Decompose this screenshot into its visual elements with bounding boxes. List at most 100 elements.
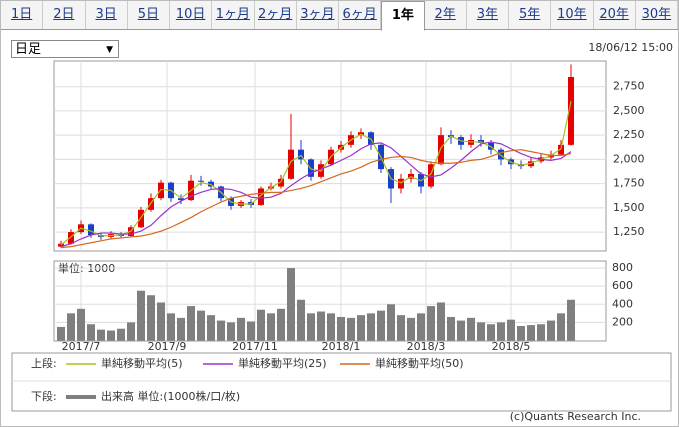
x-tick-label: 2017/7 [62,340,101,353]
candle-body [68,232,74,244]
period-tab[interactable]: 1ヶ月 [212,1,255,29]
period-tab[interactable]: 3日 [86,1,128,29]
volume-bar [557,313,565,341]
timestamp: 18/06/12 15:00 [588,41,673,54]
volume-bar [317,311,325,341]
volume-bar [97,329,105,341]
candle-body [558,144,564,155]
volume-bar [407,317,415,341]
volume-bar [477,322,485,341]
volume-bar [107,330,115,341]
y-tick-label: 2,250 [613,128,645,141]
candle-body [198,180,204,182]
volume-bar [157,302,165,341]
volume-bar [287,268,295,341]
x-tick-label: 2018/3 [407,340,446,353]
volume-bar [537,324,545,341]
period-tab[interactable]: 1日 [1,1,44,29]
volume-bar [527,325,535,341]
volume-panel [53,260,607,342]
volume-bar [387,304,395,341]
volume-bar [197,310,205,341]
volume-bar [217,320,225,341]
volume-bar [337,316,345,341]
period-tab[interactable]: 5年 [509,1,552,29]
period-tab[interactable]: 3年 [467,1,509,29]
volume-bar [567,299,575,341]
volume-bar [147,295,155,341]
volume-bar [427,306,435,341]
candle-body [258,188,264,205]
volume-bar [447,316,455,341]
volume-bar [67,313,75,341]
volume-bar [417,313,425,341]
volume-bar [347,317,355,341]
volume-bar [77,308,85,341]
y-tick-label: 1,250 [613,225,645,238]
candle-body [58,243,64,247]
period-tab[interactable]: 30年 [636,1,678,29]
candle-body [288,149,294,179]
x-tick-label: 2017/11 [232,340,278,353]
period-tab[interactable]: 2年 [425,1,467,29]
volume-bar [457,320,465,341]
volume-bar [327,313,335,341]
period-tab[interactable]: 3ヶ月 [297,1,339,29]
legend-entry: 単純移動平均(25) [238,356,327,370]
y-tick-label: 2,750 [613,80,645,93]
period-tabs: 1日 2日 3日 5日 10日 1ヶ月 2ヶ月 3ヶ月 6ヶ月 1年 2年 3年 5年 10年 20年 30年 [1,1,678,31]
volume-bar [127,322,135,341]
volume-bar [247,321,255,341]
volume-bar [547,320,555,341]
volume-bar [297,299,305,341]
volume-bar [227,322,235,341]
period-tab[interactable]: 2ヶ月 [255,1,297,29]
x-tick-label: 2017/9 [148,340,187,353]
period-tab[interactable]: 2日 [43,1,86,29]
volume-bar [177,317,185,341]
volume-bar [497,322,505,341]
volume-bar [137,290,145,341]
x-tick-label: 2018/1 [322,340,361,353]
volume-bar [507,319,515,341]
candle-body [438,135,444,165]
legend-entry: 単純移動平均(50) [375,356,464,370]
moving-average-line [60,141,572,248]
legend-lower-label: 下段: [31,389,57,403]
legend-entry: 単純移動平均(5) [101,356,183,370]
volume-bar [307,313,315,341]
volume-bar [87,324,95,341]
volume-bar [57,326,65,341]
period-tab[interactable]: 1年 [381,1,425,31]
x-tick-label: 2018/5 [492,340,531,353]
y-tick-label: 1,500 [613,201,645,214]
y-tick-label: 400 [612,297,633,310]
y-tick-label: 2,000 [613,152,645,165]
y-tick-label: 2,500 [613,104,645,117]
y-tick-label: 1,750 [613,177,645,190]
period-tab[interactable]: 5日 [128,1,170,29]
period-tab[interactable]: 6ヶ月 [339,1,382,29]
credit: (c)Quants Research Inc. [510,410,641,423]
volume-bar [467,317,475,341]
volume-bar [187,306,195,341]
moving-average-line [60,149,572,249]
volume-bar [397,315,405,341]
dropdown-arrow: ▼ [106,45,113,55]
period-tab[interactable]: 20年 [594,1,636,29]
candle-body [298,149,304,160]
candle-body [178,198,184,201]
interval-dropdown[interactable]: 日足 ▼ [11,40,119,58]
volume-bar [237,317,245,341]
volume-bar [367,313,375,341]
period-tab[interactable]: 10年 [551,1,594,29]
candle-body [568,76,574,145]
y-tick-label: 800 [612,261,633,274]
volume-bar [517,326,525,341]
volume-bar [207,315,215,341]
period-tab[interactable]: 10日 [170,1,213,29]
volume-bar [437,302,445,341]
legend-box [11,352,672,412]
